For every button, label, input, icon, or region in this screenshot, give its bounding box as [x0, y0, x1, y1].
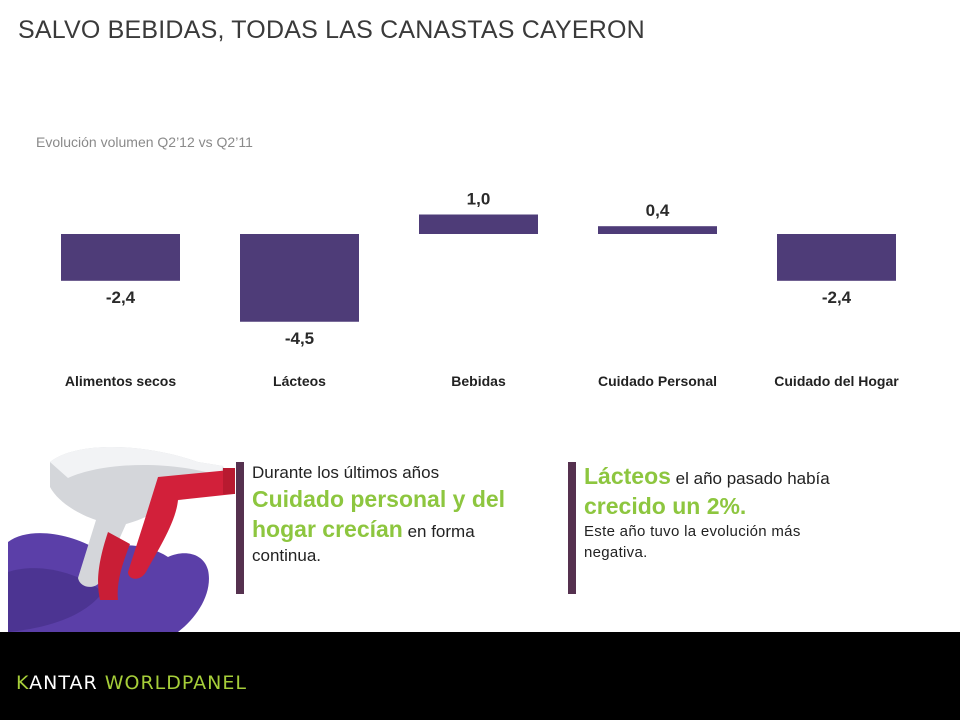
bar-value-label-2: 1,0 [467, 190, 491, 209]
bar-value-label-3: 0,4 [646, 201, 670, 220]
callout-right-text-2: Este año tuvo la evolución más negativa. [584, 522, 801, 561]
category-label-4: Cuidado del Hogar [774, 373, 899, 389]
footer: KANTAR WORLDPANEL [0, 632, 960, 720]
callout-left-intro: Durante los últimos años [252, 463, 440, 482]
spray-bottle-glove-icon [8, 446, 235, 632]
bar-3 [598, 226, 717, 234]
bar-value-label-0: -2,4 [106, 288, 136, 307]
category-label-2: Bebidas [451, 373, 506, 389]
bar-2 [419, 214, 538, 234]
category-label-3: Cuidado Personal [598, 373, 717, 389]
callout-right-highlight-1: Lácteos [584, 463, 671, 489]
bar-value-label-4: -2,4 [822, 288, 852, 307]
callout-left-highlight: Cuidado personal y del hogar crecían [252, 485, 506, 542]
slide-title: SALVO BEBIDAS, TODAS LAS CANASTAS CAYERO… [18, 16, 645, 44]
callout-left-outro: en forma continua. [252, 521, 475, 565]
bar-value-label-1: -4,5 [285, 329, 314, 348]
callout-accent-bar [568, 462, 576, 594]
spray-bottle-photo [8, 432, 310, 632]
chart-subtitle: Evolución volumen Q2’12 vs Q2’11 [36, 134, 253, 150]
category-label-1: Lácteos [273, 373, 326, 389]
bar-chart: -2,4 Alimentos secos -4,5 Lácteos 1,0 Bebidas… [61, 190, 899, 389]
logo-kantar: ANTAR [29, 672, 105, 694]
bar-4 [777, 234, 896, 281]
callout-right-text-1: el año pasado había [670, 469, 830, 488]
bar-1 [240, 234, 359, 322]
callout-accent-bar [236, 462, 244, 594]
callout-left: Durante los últimos años Cuidado persona… [236, 462, 536, 594]
callout-right-highlight-2: crecido un 2%. [584, 492, 747, 519]
kantar-worldpanel-logo: KANTAR WORLDPANEL [16, 672, 247, 694]
bar-0 [61, 234, 180, 281]
callout-right: Lácteos el año pasado había crecido un 2… [568, 462, 868, 594]
logo-mark: K [16, 672, 30, 694]
logo-worldpanel: WORLDPANEL [104, 672, 247, 694]
category-label-0: Alimentos secos [65, 373, 176, 389]
